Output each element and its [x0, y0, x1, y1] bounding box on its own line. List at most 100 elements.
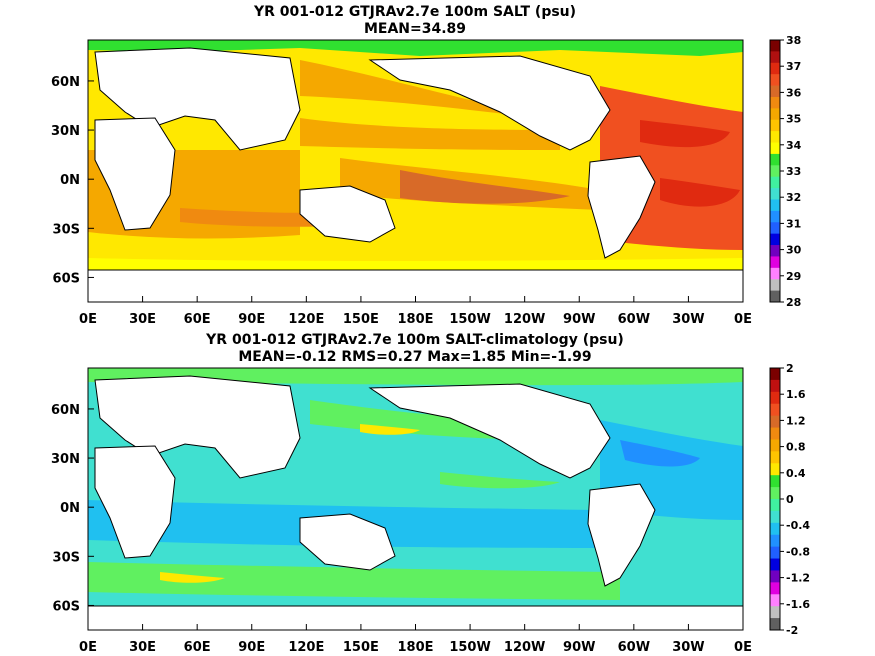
colorbar-swatch: [770, 131, 780, 144]
colorbar-swatch: [770, 279, 780, 292]
panel1-colorbar: 38 37 36 35 34 33 32 31 30 29 28: [769, 34, 802, 309]
panel2-north-america: [368, 383, 611, 479]
lon-tick-label: 60E: [184, 640, 211, 655]
colorbar-tick-label: -1.6: [786, 598, 810, 611]
lon-tick-label: 60W: [618, 640, 650, 655]
lon-tick-label: 60W: [618, 312, 650, 327]
colorbar-swatch: [770, 108, 780, 121]
colorbar-tick-label: 29: [786, 270, 801, 283]
panel1-subtitle: MEAN=34.89: [364, 21, 466, 37]
colorbar-swatch: [770, 510, 780, 524]
lon-tick-label: 150W: [449, 640, 490, 655]
panel1-south-pacific-max: [400, 170, 570, 204]
panel2-lat-ticks: 60N 30N 0N 30S 60S: [51, 403, 94, 614]
panel2-southern-yellow: [160, 572, 225, 583]
lon-tick-label: 30W: [672, 640, 704, 655]
colorbar-swatch: [770, 62, 780, 75]
lon-tick-label: 60E: [184, 312, 211, 327]
lon-tick-label: 90E: [238, 640, 265, 655]
colorbar-swatch: [770, 290, 780, 303]
lon-tick-label: 0E: [79, 640, 97, 655]
panel1-map: [87, 39, 744, 303]
panel2-arctic-band: [88, 368, 743, 386]
lon-tick-label: 120E: [288, 640, 324, 655]
colorbar-tick-label: 38: [786, 34, 801, 47]
panel2-north-atlantic-blue: [620, 440, 700, 467]
lon-tick-label: 30W: [672, 312, 704, 327]
colorbar-tick-label: 0.8: [786, 441, 806, 454]
colorbar-swatch: [770, 210, 780, 223]
lat-tick-label: 0N: [60, 173, 80, 188]
colorbar-swatch: [770, 534, 780, 548]
panel2-south-america: [587, 483, 656, 587]
panel2-north-pacific-yellow: [360, 424, 420, 435]
lon-tick-label: 150W: [449, 312, 490, 327]
colorbar-tick-label: -2: [786, 624, 798, 637]
colorbar-swatch: [770, 594, 780, 607]
panel2-tropical-pacific-positive: [440, 472, 560, 489]
colorbar-swatch: [770, 245, 780, 257]
lon-tick-label: 0E: [734, 640, 752, 655]
colorbar-tick-label: 28: [786, 296, 801, 309]
panel1-lat-ticks: 60N 30N 0N 30S 60S: [51, 75, 94, 286]
colorbar-swatch: [770, 451, 780, 464]
colorbar-swatch: [770, 176, 780, 189]
colorbar-swatch: [770, 546, 780, 560]
lat-tick-label: 60N: [51, 403, 80, 418]
colorbar-swatch: [770, 391, 780, 405]
panel1-north-america: [368, 55, 611, 151]
lon-tick-label: 120E: [288, 312, 324, 327]
lon-tick-label: 30E: [129, 312, 156, 327]
colorbar-swatch: [770, 499, 780, 512]
panel1-australia: [299, 185, 396, 243]
colorbar-swatch: [770, 439, 780, 452]
panel2-australia: [299, 513, 396, 571]
lon-tick-label: 120W: [504, 640, 545, 655]
lat-tick-label: 60S: [53, 271, 80, 286]
colorbar-swatch: [770, 85, 780, 98]
lon-tick-label: 30E: [129, 640, 156, 655]
colorbar-tick-label: 31: [786, 217, 801, 230]
panel2-lon-ticks: 0E 30E 60E 90E 120E 150E 180E 150W 120W 90W 60W 30W…: [79, 624, 752, 655]
colorbar-swatch: [770, 40, 780, 52]
colorbar-swatch: [770, 233, 780, 246]
colorbar-tick-label: -1.2: [786, 572, 810, 585]
lon-tick-label: 0E: [79, 312, 97, 327]
panel2-title: YR 001-012 GTJRAv2.7e 100m SALT-climatol…: [205, 332, 624, 348]
panel1-lon-ticks: 0E 30E 60E 90E 120E 150E 180E 150W 120W 90W 60W 30W…: [79, 296, 752, 327]
lon-tick-label: 180E: [397, 640, 433, 655]
lat-tick-label: 30N: [51, 452, 80, 467]
colorbar-swatch: [770, 487, 780, 500]
panel1-south-america: [587, 155, 656, 259]
panel1-continents: [87, 47, 744, 303]
colorbar-tick-label: 0: [786, 493, 794, 506]
colorbar-swatch: [770, 51, 780, 64]
panel1-title: YR 001-012 GTJRAv2.7e 100m SALT (psu): [253, 4, 576, 20]
colorbar-tick-label: -0.8: [786, 545, 810, 558]
colorbar-tick-label: 36: [786, 86, 802, 99]
colorbar-swatch: [770, 463, 780, 476]
panel2-southern-positive: [88, 562, 620, 600]
colorbar-swatch: [770, 267, 780, 280]
colorbar-tick-label: -0.4: [786, 519, 810, 532]
lat-tick-label: 60N: [51, 75, 80, 90]
colorbar-tick-label: 35: [786, 113, 801, 126]
lat-tick-label: 0N: [60, 501, 80, 516]
panel2-subtitle: MEAN=-0.12 RMS=0.27 Max=1.85 Min=-1.99: [238, 349, 591, 365]
colorbar-swatch: [770, 188, 780, 200]
panel2-map: [87, 367, 744, 631]
colorbar-swatch: [770, 96, 780, 109]
lon-tick-label: 120W: [504, 312, 545, 327]
colorbar-swatch: [770, 403, 780, 417]
colorbar-swatch: [770, 256, 780, 269]
lon-tick-label: 150E: [343, 640, 379, 655]
colorbar-swatch: [770, 606, 780, 619]
colorbar-tick-label: 30: [786, 244, 802, 257]
colorbar-swatch: [770, 379, 780, 393]
lon-tick-label: 180E: [397, 312, 433, 327]
panel1-north-atlantic-max: [640, 120, 730, 148]
panel1-africa: [94, 117, 176, 231]
colorbar-tick-label: 33: [786, 165, 801, 178]
